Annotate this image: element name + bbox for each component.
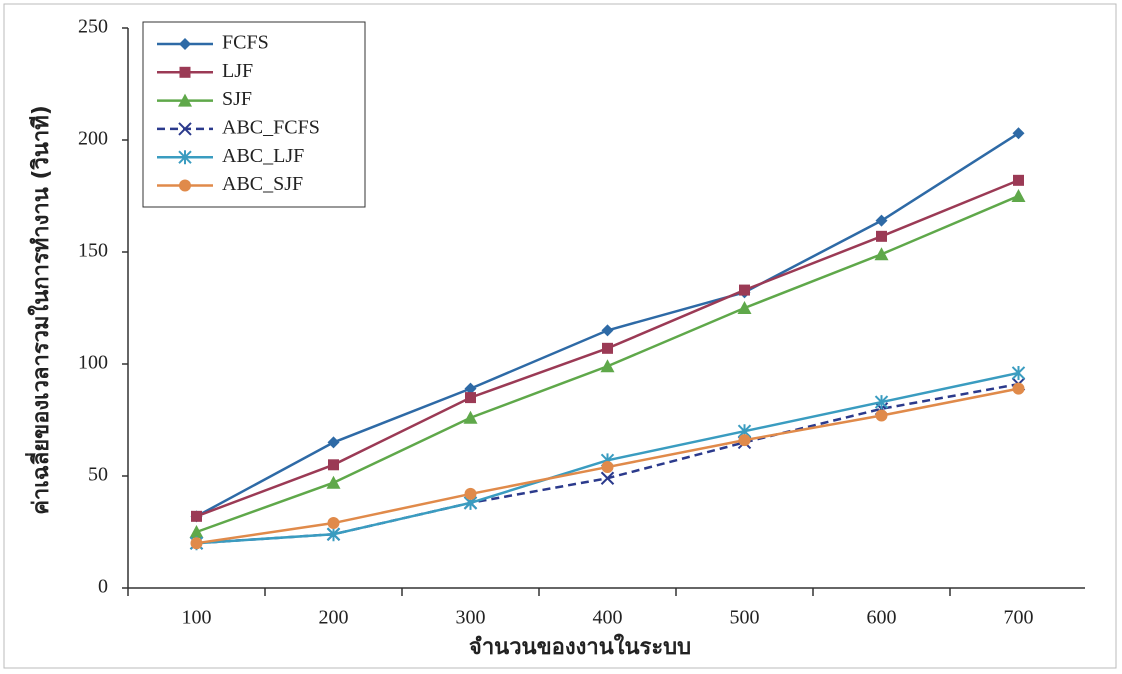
data-point	[1013, 174, 1024, 186]
data-point	[874, 247, 889, 261]
legend-label: ABC_SJF	[222, 173, 303, 195]
data-point	[1012, 382, 1025, 395]
data-point	[1012, 127, 1025, 140]
y-tick-label: 150	[78, 240, 108, 262]
data-point	[464, 382, 477, 395]
data-point	[874, 395, 889, 410]
x-tick-label: 400	[593, 607, 623, 629]
data-point	[601, 324, 614, 337]
data-point	[327, 517, 340, 530]
data-point	[602, 342, 613, 354]
data-point	[1011, 189, 1026, 202]
data-point	[328, 459, 339, 471]
y-tick-label: 250	[78, 16, 108, 38]
y-tick-label: 100	[78, 352, 108, 374]
x-tick-label: 100	[182, 607, 212, 629]
data-point	[600, 471, 615, 485]
data-point	[465, 392, 476, 404]
data-point	[1011, 365, 1026, 380]
legend-marker	[178, 122, 192, 136]
legend-marker	[178, 150, 192, 165]
legend-marker	[178, 93, 192, 107]
data-point	[326, 527, 341, 542]
y-tick-label: 200	[78, 128, 108, 150]
data-point	[191, 510, 202, 522]
x-tick-label: 600	[867, 607, 897, 629]
x-axis-title: จำนวนของงานในระบบ	[469, 633, 691, 660]
data-point	[738, 434, 751, 447]
data-point	[875, 214, 888, 227]
legend-label: FCFS	[222, 32, 269, 54]
data-point	[737, 301, 752, 314]
legend-label: ABC_LJF	[222, 145, 304, 167]
data-point	[600, 359, 615, 373]
legend-box	[142, 21, 366, 208]
data-point	[875, 409, 888, 422]
data-point	[189, 525, 204, 538]
y-tick-label: 0	[98, 576, 108, 598]
x-tick-label: 300	[456, 607, 486, 629]
data-point	[190, 537, 203, 550]
legend-label: LJF	[222, 60, 253, 82]
data-point	[876, 230, 887, 242]
data-point	[463, 410, 478, 424]
data-point	[326, 475, 341, 489]
data-point	[601, 461, 614, 474]
legend-label: SJF	[222, 88, 252, 110]
data-point	[327, 436, 340, 449]
data-point	[464, 487, 477, 500]
x-tick-label: 200	[319, 607, 349, 629]
y-axis-title: ค่าเฉลี่ยของเวลารวมในการทำงาน (วินาที)	[24, 105, 54, 515]
x-tick-label: 700	[1004, 607, 1034, 629]
y-tick-label: 50	[88, 464, 108, 486]
legend-marker	[179, 38, 191, 50]
legend-marker	[179, 66, 191, 78]
legend-marker	[179, 179, 191, 192]
x-tick-label: 500	[730, 607, 760, 629]
legend-label: ABC_FCFS	[222, 116, 320, 138]
data-point	[739, 284, 750, 296]
